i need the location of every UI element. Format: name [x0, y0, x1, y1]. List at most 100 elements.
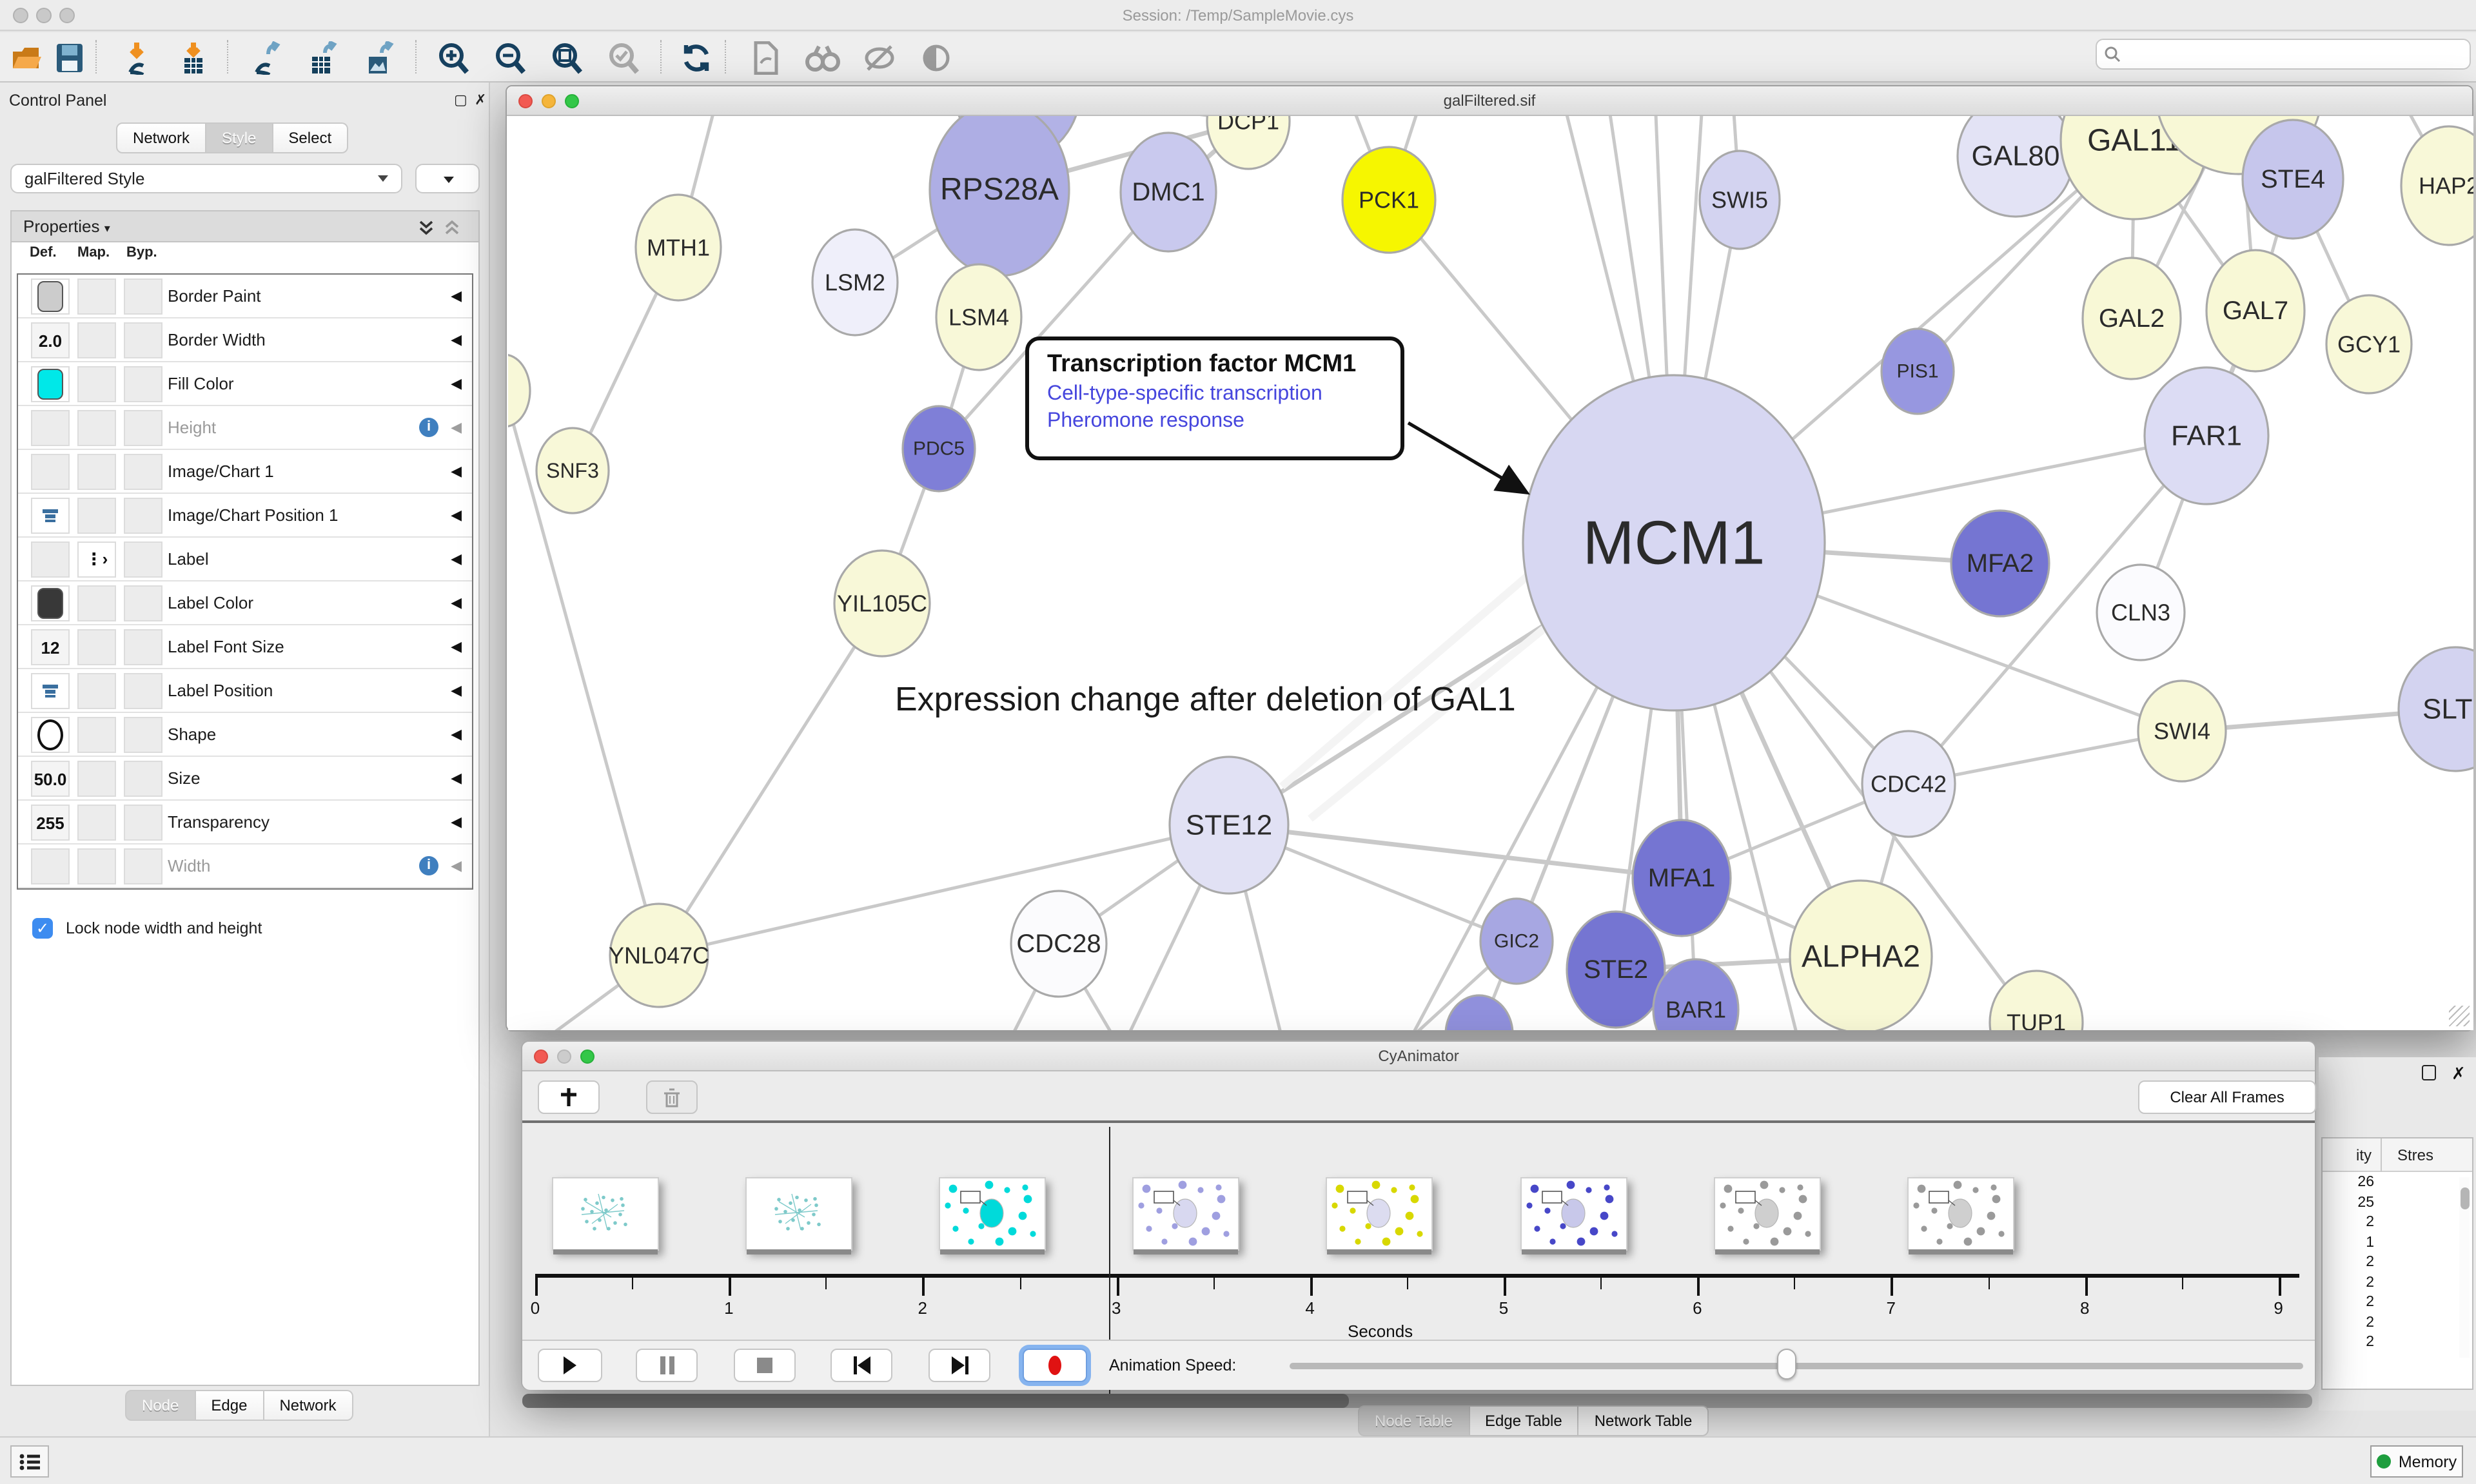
expand-row-icon[interactable]: ◀ [451, 508, 462, 523]
expand-row-icon[interactable]: ◀ [451, 420, 462, 436]
network-node-gal7[interactable]: GAL7 [2205, 249, 2306, 373]
property-row-width[interactable]: Width i ◀ [18, 845, 472, 888]
open-session-icon[interactable] [8, 40, 44, 76]
network-node-cdc28[interactable]: CDC28 [1010, 890, 1108, 998]
lock-size-checkbox[interactable]: ✓ [32, 918, 53, 939]
tab-edge-table[interactable]: Edge Table [1469, 1405, 1579, 1436]
mapping-cell[interactable] [77, 717, 116, 753]
network-edge[interactable] [658, 823, 1230, 957]
search-input[interactable] [2096, 39, 2471, 70]
network-node-mfa2[interactable]: MFA2 [1950, 509, 2050, 618]
export-network-icon[interactable] [248, 40, 284, 76]
default-value-cell[interactable]: 2.0 [31, 322, 70, 358]
property-row-shape[interactable]: Shape ◀ [18, 713, 472, 757]
network-node-ynl047c[interactable]: YNL047C [609, 903, 709, 1008]
stop-button[interactable] [734, 1349, 796, 1382]
network-node-snf3[interactable]: SNF3 [535, 427, 610, 514]
network-canvas[interactable]: RPS28BDCP1RPS28ADMC1PCK1SWI5GAL80GAL11ST… [508, 116, 2473, 1030]
bypass-cell[interactable] [124, 542, 162, 578]
network-node-dmc1[interactable]: DMC1 [1119, 132, 1217, 253]
mapping-cell[interactable] [77, 410, 116, 446]
mapping-cell[interactable] [77, 454, 116, 490]
default-value-cell[interactable]: 255 [31, 805, 70, 841]
minimize-window-icon[interactable] [542, 94, 556, 108]
cyanimator-titlebar[interactable]: CyAnimator [522, 1042, 2315, 1071]
expand-row-icon[interactable]: ◀ [451, 771, 462, 786]
network-node-pdc5[interactable]: PDC5 [901, 405, 976, 493]
network-node-rps28a[interactable]: RPS28A [928, 116, 1070, 277]
column-divider[interactable] [2381, 1138, 2382, 1172]
property-row-image-chart-1[interactable]: Image/Chart 1 ◀ [18, 450, 472, 494]
zoom-out-icon[interactable] [493, 40, 529, 76]
property-row-border-paint[interactable]: Border Paint ◀ [18, 275, 472, 318]
show-panel-list-button[interactable] [10, 1445, 49, 1478]
tab-network[interactable]: Network [116, 122, 207, 153]
properties-header[interactable]: Properties ▾ [12, 211, 478, 242]
mapping-cell[interactable] [77, 498, 116, 534]
network-node-hap2[interactable]: HAP2 [2400, 125, 2473, 246]
expand-row-icon[interactable]: ◀ [451, 289, 462, 304]
frame-thumbnail-3[interactable] [1132, 1177, 1240, 1255]
network-node-ste2[interactable]: STE2 [1566, 910, 1666, 1029]
network-node-gal80[interactable]: GAL80 [1956, 116, 2075, 218]
import-table-icon[interactable] [175, 40, 211, 76]
close-window-icon[interactable] [518, 94, 533, 108]
mapping-cell[interactable] [77, 629, 116, 665]
maximize-window-icon[interactable] [59, 8, 75, 23]
import-network-icon[interactable] [119, 40, 155, 76]
default-value-cell[interactable] [31, 410, 70, 446]
mapping-cell[interactable] [77, 673, 116, 709]
timeline-playhead[interactable] [1108, 1127, 1110, 1394]
property-row-label[interactable]: ⋮› Label ◀ [18, 538, 472, 581]
network-node-mth1[interactable]: MTH1 [634, 193, 722, 302]
style-options-button[interactable] [415, 164, 480, 193]
clear-all-frames-button[interactable]: Clear All Frames [2138, 1080, 2316, 1114]
expand-row-icon[interactable]: ◀ [451, 639, 462, 655]
tab-network[interactable]: Network [264, 1390, 353, 1421]
frame-thumbnail-4[interactable] [1326, 1177, 1433, 1255]
expand-all-icon[interactable] [418, 219, 435, 236]
refresh-layout-icon[interactable] [678, 40, 714, 76]
network-node-cdc42[interactable]: CDC42 [1861, 730, 1956, 838]
default-value-cell[interactable]: 50.0 [31, 761, 70, 797]
network-node-bar1[interactable]: BAR1 [1652, 958, 1740, 1030]
property-row-transparency[interactable]: 255 Transparency ◀ [18, 801, 472, 845]
zoom-fit-icon[interactable] [549, 40, 585, 76]
network-node-far1[interactable]: FAR1 [2143, 366, 2270, 505]
minimize-window-icon[interactable] [557, 1050, 571, 1064]
tab-edge[interactable]: Edge [195, 1390, 264, 1421]
default-value-cell[interactable] [31, 278, 70, 315]
network-node-gal2[interactable]: GAL2 [2081, 257, 2182, 380]
property-row-border-width[interactable]: 2.0 Border Width ◀ [18, 318, 472, 362]
expand-row-icon[interactable]: ◀ [451, 596, 462, 611]
default-value-cell[interactable] [31, 542, 70, 578]
hide-details-icon[interactable] [861, 40, 898, 76]
export-image-icon[interactable] [361, 40, 397, 76]
network-node-gic2[interactable]: GIC2 [1479, 897, 1554, 985]
default-value-cell[interactable] [31, 498, 70, 534]
mapping-cell[interactable]: ⋮› [77, 542, 116, 578]
bypass-cell[interactable] [124, 498, 162, 534]
info-icon[interactable]: i [419, 418, 438, 437]
mapping-cell[interactable] [77, 848, 116, 884]
network-node-swi4[interactable]: SWI4 [2137, 679, 2227, 783]
mapping-cell[interactable] [77, 761, 116, 797]
collapse-all-icon[interactable] [444, 219, 460, 236]
frame-thumbnail-0[interactable] [551, 1177, 658, 1255]
record-button[interactable] [1023, 1349, 1087, 1382]
tab-node[interactable]: Node [125, 1390, 196, 1421]
default-value-cell[interactable]: 12 [31, 629, 70, 665]
close-window-icon[interactable] [13, 8, 28, 23]
tab-node-table[interactable]: Node Table [1358, 1405, 1469, 1436]
bypass-cell[interactable] [124, 673, 162, 709]
tab-network-table[interactable]: Network Table [1578, 1405, 1709, 1436]
play-button[interactable] [538, 1349, 602, 1382]
binoculars-icon[interactable] [805, 40, 841, 76]
bypass-cell[interactable] [124, 717, 162, 753]
maximize-window-icon[interactable] [565, 94, 579, 108]
default-value-cell[interactable] [31, 673, 70, 709]
frame-thumbnail-7[interactable] [1907, 1177, 2014, 1255]
frame-thumbnail-1[interactable] [745, 1177, 852, 1255]
tab-style[interactable]: Style [206, 122, 273, 153]
scrollbar-thumb[interactable] [522, 1394, 1349, 1408]
